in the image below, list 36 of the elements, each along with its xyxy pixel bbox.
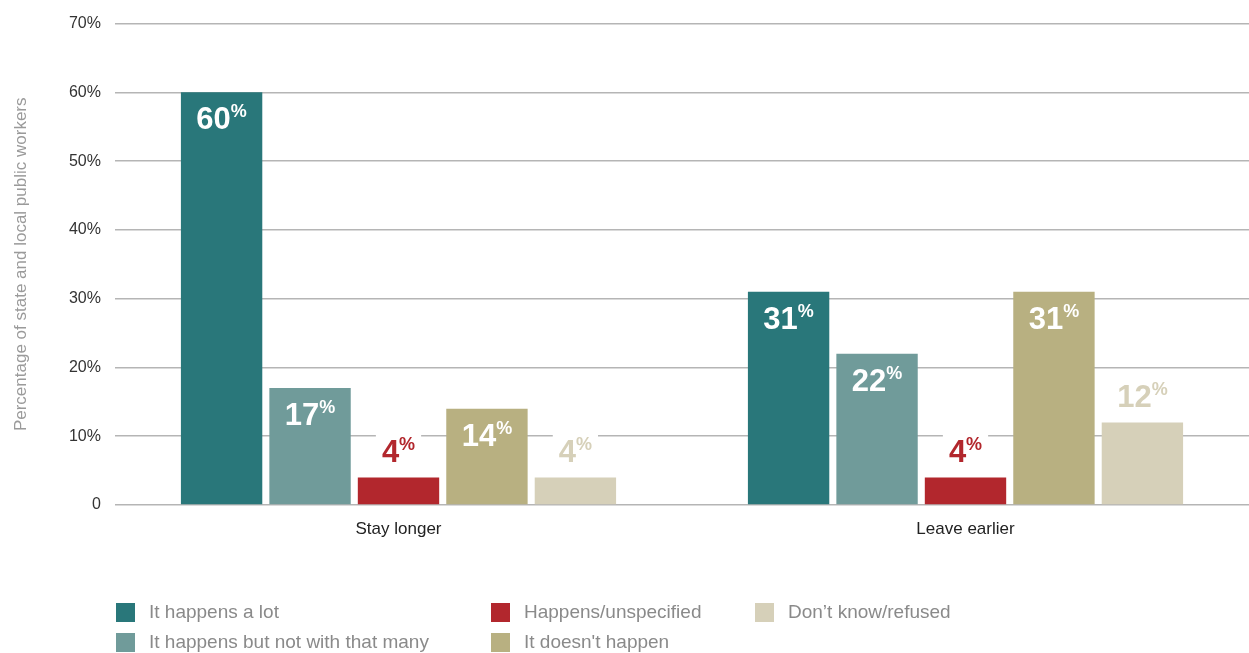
data-label: 4% <box>948 434 983 470</box>
data-label: 4% <box>381 434 416 470</box>
legend-label: It happens a lot <box>149 601 279 623</box>
data-label: 12% <box>1117 379 1168 415</box>
legend-label: It doesn't happen <box>524 631 670 653</box>
x-tick-label: Leave earlier <box>916 518 1015 538</box>
y-tick-label: 0 <box>92 495 102 513</box>
bar <box>534 477 617 505</box>
y-axis-title: Percentage of state and local public workers <box>10 97 30 432</box>
y-tick-label: 70% <box>68 14 101 32</box>
data-label: 14% <box>461 417 513 453</box>
bar <box>1013 291 1095 505</box>
bar <box>1101 422 1184 505</box>
x-tick-label: Stay longer <box>355 518 442 538</box>
bar <box>836 353 918 505</box>
y-tick-label: 20% <box>68 357 101 375</box>
bar <box>269 388 351 505</box>
y-tick-label: 10% <box>68 426 101 444</box>
y-tick-label: 60% <box>68 82 101 100</box>
data-label: 17% <box>284 397 336 433</box>
data-label: 60% <box>196 101 247 137</box>
data-label: 31% <box>1028 300 1080 336</box>
data-label: 4% <box>558 434 593 470</box>
data-label: 31% <box>763 300 814 336</box>
y-tick-label: 50% <box>68 151 101 169</box>
legend-label: Don’t know/refused <box>788 601 951 623</box>
y-tick-label: 30% <box>68 289 101 307</box>
bar <box>357 477 440 505</box>
bar <box>180 92 263 505</box>
y-tick-label: 40% <box>68 220 101 238</box>
bar <box>747 291 830 505</box>
data-label: 22% <box>851 362 903 398</box>
legend-label: It happens but not with that many <box>149 631 429 653</box>
bar <box>924 477 1007 505</box>
bar <box>446 408 528 505</box>
legend-label: Happens/unspecified <box>524 601 702 623</box>
